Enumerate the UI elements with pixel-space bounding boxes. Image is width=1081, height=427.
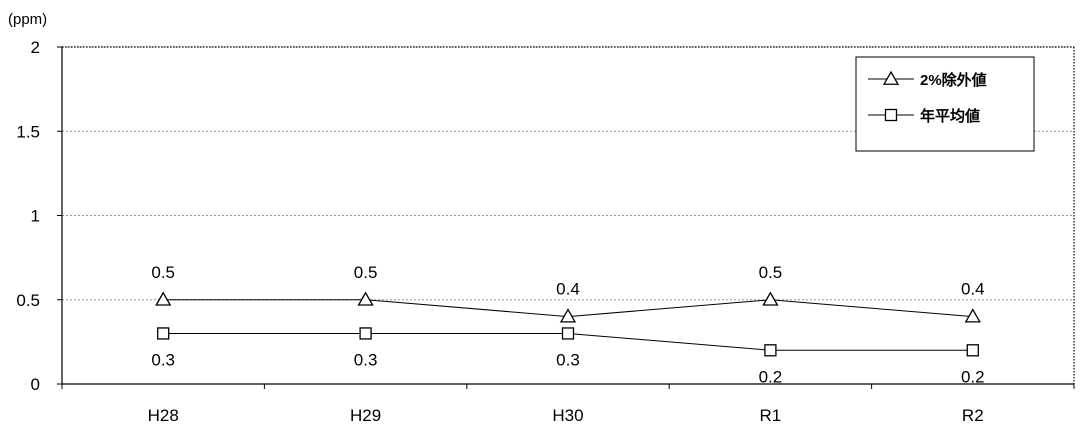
x-tick-label: R2 — [962, 406, 984, 425]
x-tick-label: H28 — [148, 406, 179, 425]
data-label-annual: 0.3 — [556, 350, 580, 369]
axes — [57, 46, 1075, 389]
x-tick-label: R1 — [760, 406, 782, 425]
y-tick-label: 1.5 — [16, 122, 40, 141]
y-tick-label: 2 — [31, 38, 40, 57]
legend-box — [855, 56, 1035, 152]
y-tick-label: 0.5 — [16, 291, 40, 310]
y-tick-label: 0 — [31, 375, 40, 394]
data-point-annual — [157, 327, 170, 340]
data-label-excluded: 0.5 — [354, 263, 378, 282]
data-label-annual: 0.2 — [759, 367, 783, 386]
data-point-annual — [561, 327, 575, 340]
legend-marker-excluded — [882, 70, 900, 85]
y-tick-labels: 0 0.5 1 1.5 2 — [16, 38, 40, 394]
data-point-annual — [764, 344, 777, 357]
data-point-excluded — [155, 291, 172, 306]
data-label-excluded: 0.5 — [151, 263, 175, 282]
x-tick-label: H30 — [552, 406, 583, 425]
data-point-annual — [966, 344, 979, 357]
legend-marker-annual — [884, 108, 898, 122]
legend-label-annual: 年平均値 — [920, 107, 980, 125]
data-label-annual: 0.3 — [151, 350, 175, 369]
x-tick-label: H29 — [350, 406, 381, 425]
data-label-annual: 0.3 — [354, 350, 378, 369]
data-point-excluded — [762, 291, 779, 306]
data-point-excluded — [357, 291, 374, 306]
data-point-excluded — [559, 308, 577, 323]
data-point-annual — [359, 327, 372, 340]
y-tick-label: 1 — [31, 207, 40, 226]
data-label-excluded: 0.4 — [961, 280, 985, 299]
x-tick-labels: H28 H29 H30 R1 R2 — [148, 406, 984, 425]
series-lines — [155, 291, 981, 357]
data-point-excluded — [964, 308, 981, 323]
data-label-excluded: 0.4 — [556, 280, 580, 299]
data-labels: 0.5 0.5 0.4 0.5 0.4 0.3 0.3 0.3 0.2 0.2 — [151, 263, 984, 387]
data-label-excluded: 0.5 — [759, 263, 783, 282]
data-label-annual: 0.2 — [961, 367, 985, 386]
y-axis-unit-label: (ppm) — [8, 11, 47, 28]
legend-label-excluded: 2%除外値 — [920, 71, 987, 89]
